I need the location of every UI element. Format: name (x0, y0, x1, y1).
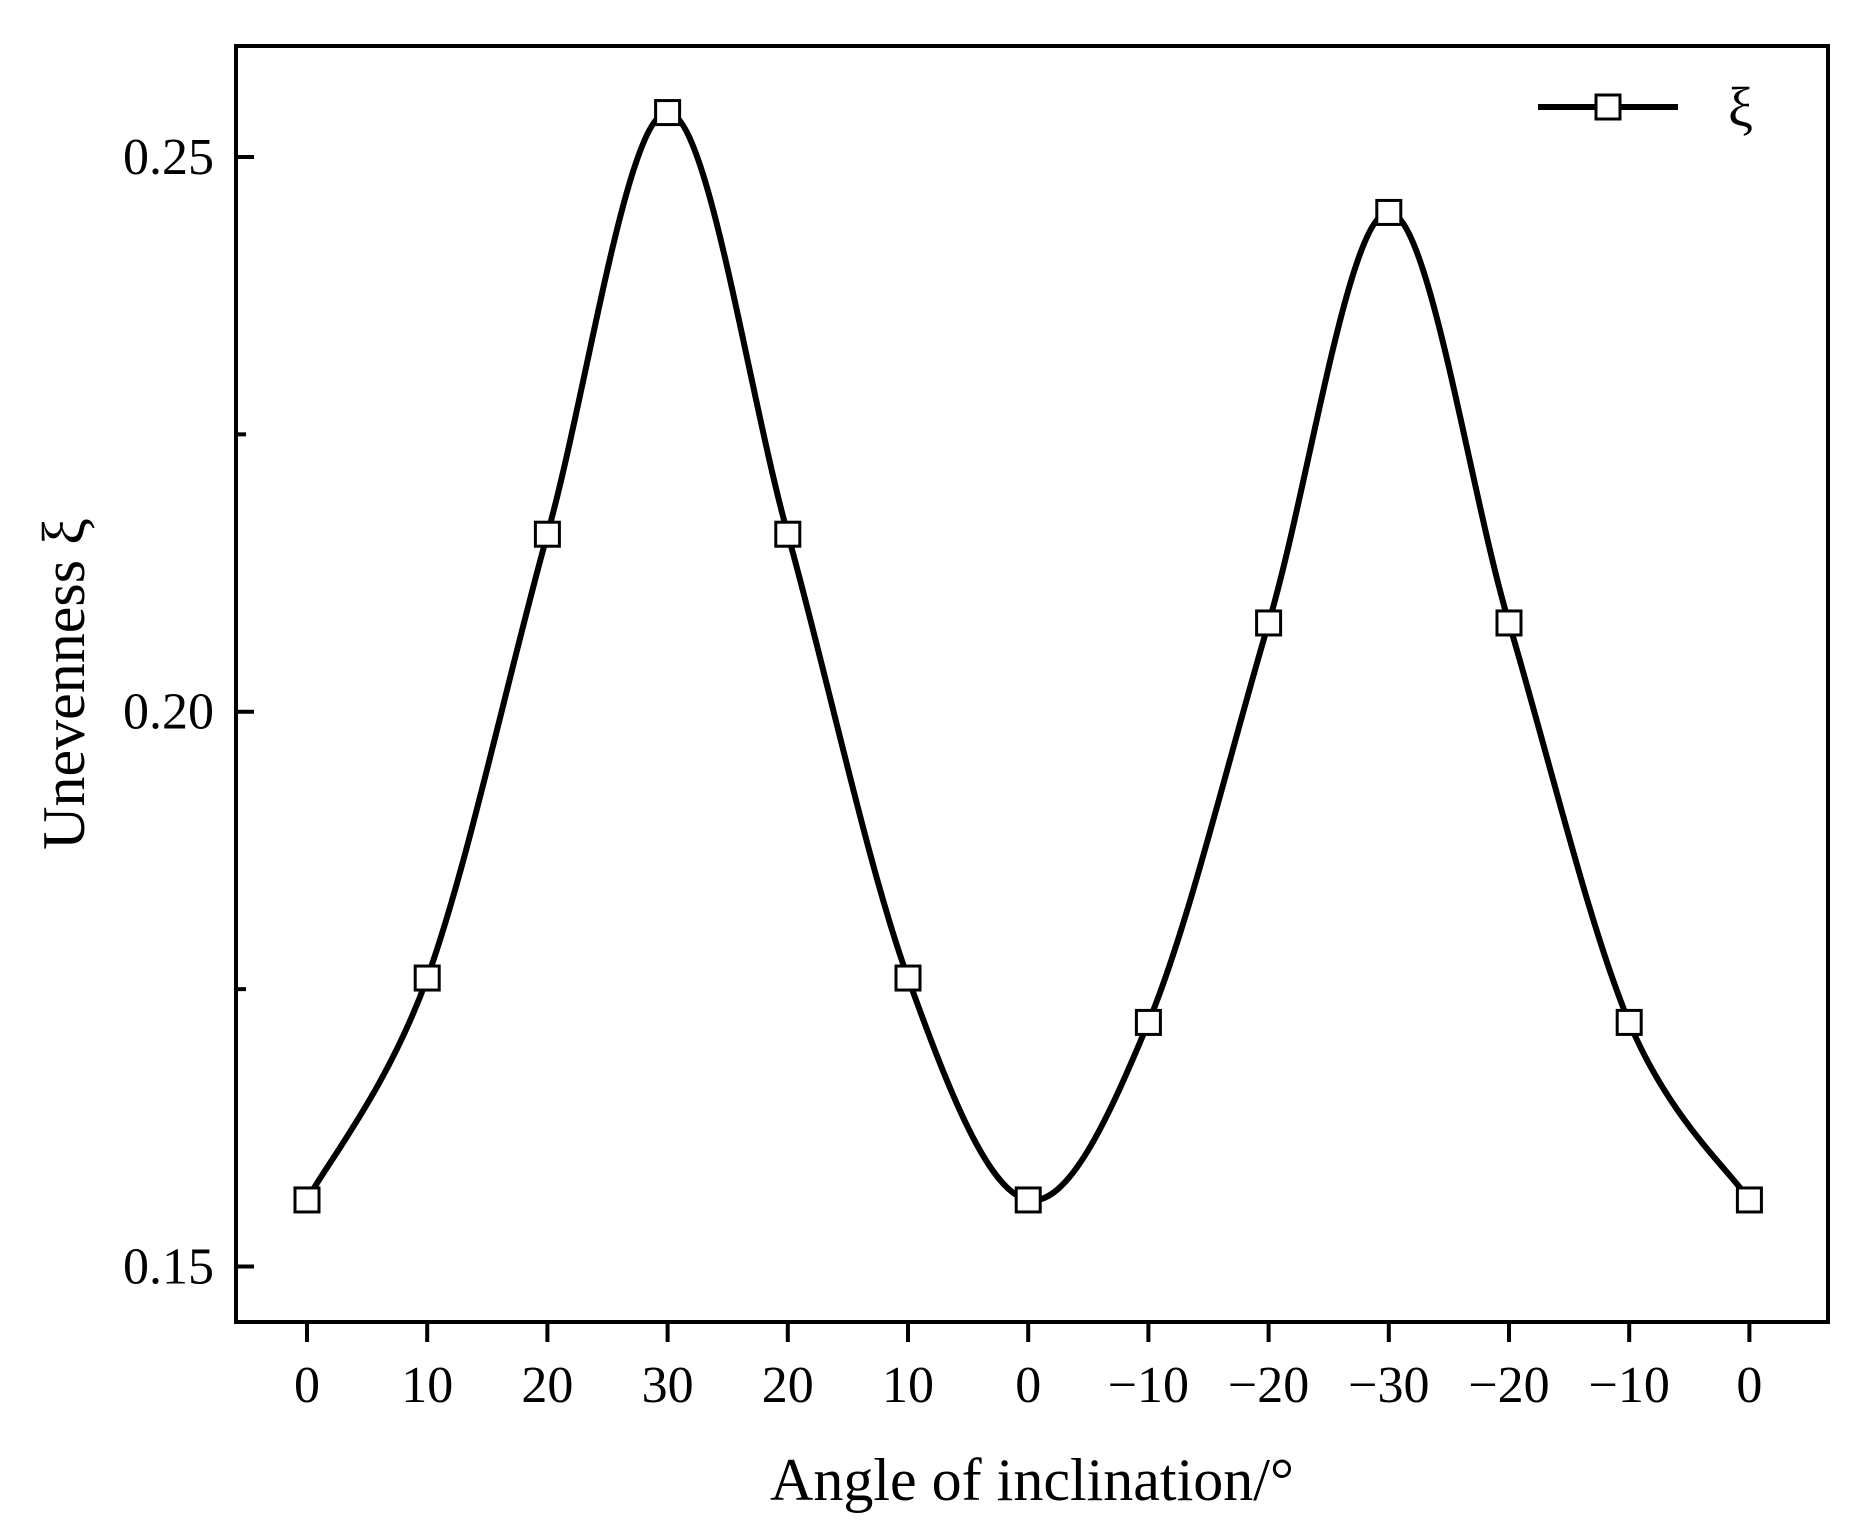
x-tick-label: 30 (642, 1357, 694, 1414)
x-tick-label: 0 (1015, 1357, 1041, 1414)
data-point-marker (1255, 609, 1283, 637)
x-tick-label: −20 (1228, 1357, 1309, 1414)
x-tick-label: 20 (521, 1357, 573, 1414)
x-tick-label: 20 (762, 1357, 814, 1414)
series-markers (293, 99, 1763, 1214)
y-tick-label: 0.15 (123, 1239, 214, 1296)
x-tick-label: −10 (1589, 1357, 1670, 1414)
data-point-marker (774, 520, 802, 548)
y-tick-label: 0.25 (123, 129, 214, 186)
data-point-marker (894, 964, 922, 992)
y-axis-ticks: 0.15 0.20 0.25 (123, 129, 254, 1296)
x-axis-ticks: 0 10 20 30 20 10 0 −10 −20 −30 −20 −10 0 (294, 1322, 1762, 1414)
x-tick-label: −10 (1108, 1357, 1189, 1414)
data-point-marker (293, 1186, 321, 1214)
data-point-marker (1615, 1008, 1643, 1036)
x-tick-label: 0 (294, 1357, 320, 1414)
data-point-marker (1375, 198, 1403, 226)
x-axis-title: Angle of inclination/° (770, 1447, 1294, 1513)
x-tick-label: −30 (1348, 1357, 1429, 1414)
x-tick-label: 10 (401, 1357, 453, 1414)
y-tick-label: 0.20 (123, 684, 214, 741)
plot-frame (234, 44, 1830, 1324)
data-point-marker (654, 99, 682, 127)
y-axis-title: Unevenness ξ (31, 518, 97, 850)
data-point-marker (1134, 1008, 1162, 1036)
data-point-marker (1495, 609, 1523, 637)
data-point-marker (533, 520, 561, 548)
data-point-marker (1735, 1186, 1763, 1214)
series-line (304, 109, 1752, 1204)
legend-marker-swatch (1594, 93, 1622, 121)
data-point-marker (1014, 1186, 1042, 1214)
legend: ξ (1538, 77, 1753, 139)
x-tick-label: −20 (1468, 1357, 1549, 1414)
x-tick-label: 10 (882, 1357, 934, 1414)
data-point-marker (413, 964, 441, 992)
x-tick-label: 0 (1736, 1357, 1762, 1414)
legend-label: ξ (1728, 77, 1753, 139)
